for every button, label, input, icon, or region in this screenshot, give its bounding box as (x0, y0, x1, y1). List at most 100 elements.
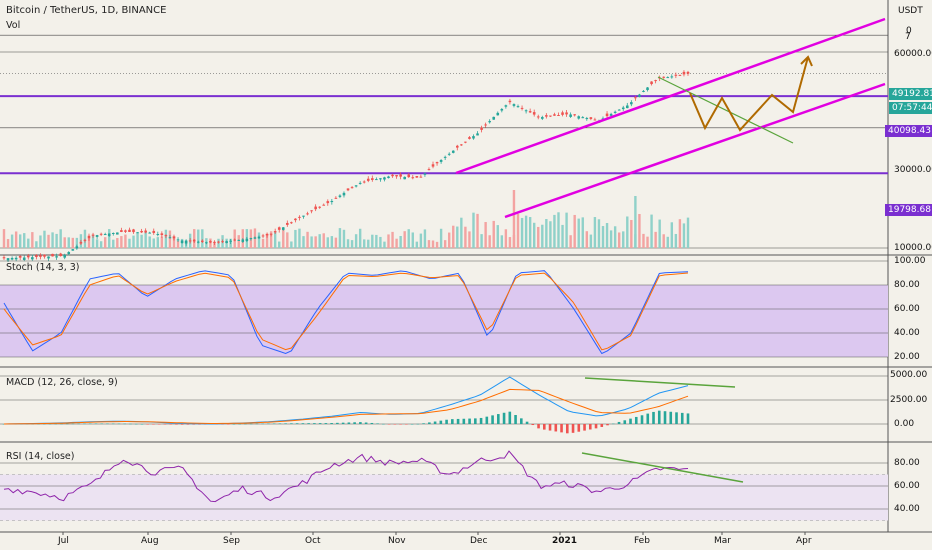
candle-body (638, 94, 641, 97)
volume-bar (439, 228, 443, 248)
candle-body (176, 239, 180, 241)
candle-body (221, 241, 224, 243)
candle-body (35, 255, 38, 258)
macd-label: MACD (12, 26, close, 9) (6, 377, 118, 388)
level-upper-tag: 40098.43 (885, 125, 932, 137)
candle-body (621, 107, 625, 110)
candle-body (55, 256, 58, 258)
macd-histogram-bar (364, 422, 368, 424)
candle-body (512, 104, 516, 106)
macd-histogram-bar (617, 421, 621, 424)
volume-bar (75, 237, 79, 248)
stoch-k-line (3, 270, 689, 355)
volume-bar (273, 232, 277, 248)
macd-histogram-bar (497, 414, 500, 424)
candle-body (43, 254, 46, 257)
volume-bar (2, 229, 6, 248)
candle-body (330, 200, 334, 203)
macd-histogram-bar (152, 424, 155, 425)
candle-body (358, 182, 362, 184)
macd-divergence-line (584, 377, 736, 388)
macd-histogram-bar (433, 421, 437, 424)
macd-histogram-bar (439, 420, 443, 424)
candle-body (188, 240, 192, 242)
macd-histogram-bar (106, 423, 109, 425)
volume-bar (71, 237, 75, 248)
candle-body (229, 240, 232, 242)
macd-histogram-bar (456, 418, 460, 424)
stoch-tick-80: 80.00 (894, 280, 920, 290)
volume-bar (306, 231, 309, 248)
candle-body (371, 178, 374, 180)
symbol-title: Bitcoin / TetherUS, 1D, BINANCE (6, 5, 167, 16)
volume-bar (298, 228, 301, 248)
macd-histogram-bar (393, 424, 397, 425)
stoch-band (0, 285, 888, 357)
macd-histogram-bar (640, 415, 644, 424)
rsi-tick-60: 60.00 (894, 481, 920, 491)
candle-body (686, 71, 690, 74)
rsi-tick-40: 40.00 (894, 504, 920, 514)
candle-body (407, 174, 411, 178)
resistance-trend-line (657, 76, 794, 144)
volume-bar (346, 239, 350, 248)
volume-bar (23, 233, 26, 248)
candle-body (95, 235, 99, 237)
macd-histogram-bar (129, 423, 132, 425)
macd-histogram-bar (278, 423, 282, 424)
macd-histogram-bar (462, 418, 466, 424)
volume-bar (144, 232, 147, 248)
candle-body (480, 127, 483, 130)
stoch-label: Stoch (14, 3, 3) (6, 262, 80, 273)
volume-bar (35, 241, 38, 248)
macd-histogram-bar (502, 412, 506, 424)
volume-bar (95, 239, 99, 248)
macd-histogram-bar (140, 423, 144, 425)
macd-histogram-bar (249, 423, 253, 425)
volume-bar (160, 236, 164, 248)
candle-body (59, 253, 62, 257)
macd-histogram-bar (583, 424, 586, 431)
macd-histogram-bar (387, 424, 391, 425)
candle-body (532, 112, 536, 115)
candle-body (516, 106, 520, 108)
candle-body (294, 218, 297, 221)
macd-histogram-bar (508, 411, 512, 424)
stoch-tick-40: 40.00 (894, 328, 920, 338)
volume-bar (124, 234, 127, 248)
macd-histogram-bar (560, 424, 563, 433)
volume-bar (435, 241, 439, 248)
channel-lower-line (504, 82, 886, 219)
candle-body (83, 239, 87, 241)
macd-histogram-bar (192, 424, 195, 425)
volume-bar (51, 232, 54, 248)
candle-body (403, 176, 406, 180)
candle-body (419, 176, 423, 178)
macd-histogram-bar (186, 424, 190, 425)
macd-histogram-bar (588, 424, 592, 430)
candle-body (245, 238, 249, 242)
macd-histogram-bar (54, 423, 58, 425)
price-tick-30000: 30000.00 (894, 165, 932, 175)
volume-bar (622, 231, 625, 248)
macd-histogram-bar (669, 411, 673, 424)
volume-bar (112, 239, 115, 248)
candle-body (99, 233, 103, 235)
volume-bar (423, 229, 427, 248)
candle-body (10, 257, 14, 260)
volume-bar (464, 226, 467, 248)
candle-body (411, 177, 415, 179)
candle-body (496, 112, 500, 116)
macd-histogram-bar (680, 412, 684, 424)
stoch-tick-60: 60.00 (894, 304, 920, 314)
candle-body (666, 77, 670, 79)
volume-bar (387, 234, 390, 248)
x-label-jul: Jul (58, 536, 69, 546)
candle-body (184, 240, 188, 244)
candle-body (520, 107, 524, 109)
candle-body (269, 233, 273, 235)
candle-body (144, 230, 147, 233)
x-label-2021: 2021 (552, 536, 578, 546)
macd-histogram-bar (324, 423, 328, 424)
